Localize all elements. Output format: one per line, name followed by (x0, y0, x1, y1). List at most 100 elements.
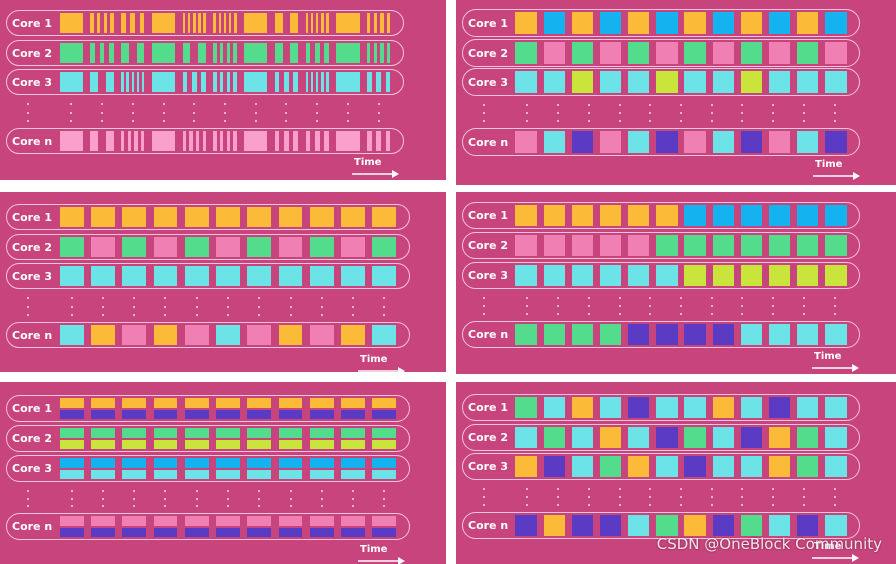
task-block-top (153, 516, 178, 526)
ellipsis-dot (587, 305, 590, 307)
ellipsis-dot (383, 489, 386, 492)
ellipsis-dot (162, 111, 165, 114)
task-block-bottom (216, 469, 240, 479)
task-block-top (122, 398, 147, 408)
task-block (571, 235, 594, 256)
task-block-bottom (372, 469, 397, 479)
ellipsis-dot (557, 120, 560, 122)
ellipsis-dot (70, 489, 73, 492)
core-label: Core 3 (468, 269, 508, 282)
task-block (309, 266, 334, 286)
task-block-top (341, 428, 365, 438)
core-label: Core 1 (468, 401, 508, 414)
task-block-top (153, 398, 178, 408)
task-block (151, 13, 176, 33)
task-block (122, 207, 147, 227)
task-block-top (372, 458, 397, 468)
task-block (336, 13, 360, 33)
task-slice (373, 13, 377, 33)
task-block (768, 456, 791, 477)
task-slice (219, 131, 224, 151)
ellipsis-dot (162, 103, 165, 106)
ellipsis-dot (833, 504, 836, 506)
task-block (628, 397, 650, 418)
task-slice (191, 72, 197, 92)
ellipsis-dot (352, 489, 355, 492)
ellipsis-dot (320, 297, 323, 300)
time-label: Time (360, 354, 388, 365)
task-block (656, 265, 678, 286)
task-block-bottom (91, 439, 115, 449)
ellipsis-dot (710, 504, 713, 506)
task-block (797, 324, 819, 345)
ellipsis-dot (710, 496, 713, 498)
ellipsis-dot (101, 313, 104, 316)
task-block (543, 205, 565, 226)
core-label: Core 1 (468, 16, 508, 30)
ellipsis-dot (133, 305, 136, 308)
task-block-bottom (372, 527, 397, 537)
ellipsis-dot (346, 103, 349, 106)
task-block (797, 456, 819, 477)
task-slice (385, 131, 391, 151)
ellipsis-dot (710, 112, 713, 114)
task-block (656, 456, 678, 477)
task-block (684, 265, 706, 286)
task-block (825, 456, 847, 477)
task-block-bottom (278, 439, 303, 449)
task-slice (290, 13, 299, 33)
task-block (825, 515, 847, 536)
task-block-top (184, 458, 209, 468)
ellipsis-dot (649, 297, 652, 299)
task-block (628, 456, 650, 477)
ellipsis-dot (772, 488, 775, 490)
task-block (684, 427, 706, 448)
task-block (599, 427, 622, 448)
task-block (797, 42, 819, 64)
task-block (740, 515, 763, 536)
task-block-top (341, 516, 365, 526)
core-label: Core 3 (468, 75, 508, 89)
task-slice (141, 131, 145, 151)
core-label: Core 1 (12, 16, 52, 30)
ellipsis-dot (483, 297, 485, 299)
task-block (825, 205, 847, 226)
ellipsis-dot (680, 104, 682, 106)
task-slice (187, 13, 191, 33)
task-block (656, 324, 678, 345)
task-block (599, 205, 622, 226)
task-block-top (122, 458, 147, 468)
task-block (543, 397, 565, 418)
task-block-bottom (372, 439, 397, 449)
task-block-top (278, 428, 303, 438)
ellipsis-dot (101, 505, 104, 508)
task-block (244, 43, 268, 63)
core-row (462, 232, 860, 259)
ellipsis-dot (195, 305, 198, 308)
task-block (825, 324, 847, 345)
task-slice (305, 13, 309, 33)
task-block (712, 42, 734, 64)
task-block (768, 515, 791, 536)
task-block (59, 266, 84, 286)
task-block (599, 42, 622, 64)
task-block (571, 265, 594, 286)
task-block (768, 235, 791, 256)
task-block (571, 427, 594, 448)
core-row (6, 322, 410, 348)
task-block (153, 266, 178, 286)
ellipsis-dot (526, 297, 529, 299)
ellipsis-dot (680, 488, 682, 490)
ellipsis-dot (27, 505, 29, 508)
ellipsis-dot (557, 488, 560, 490)
ellipsis-dot (258, 489, 261, 492)
ellipsis-dot (131, 111, 134, 114)
task-block-top (59, 458, 84, 468)
task-block-bottom (247, 439, 272, 449)
task-block (712, 205, 734, 226)
task-slice (213, 131, 217, 151)
task-slice (305, 72, 309, 92)
ellipsis-dot (618, 504, 621, 506)
ellipsis-dot (383, 505, 386, 508)
ellipsis-dot (254, 119, 257, 122)
